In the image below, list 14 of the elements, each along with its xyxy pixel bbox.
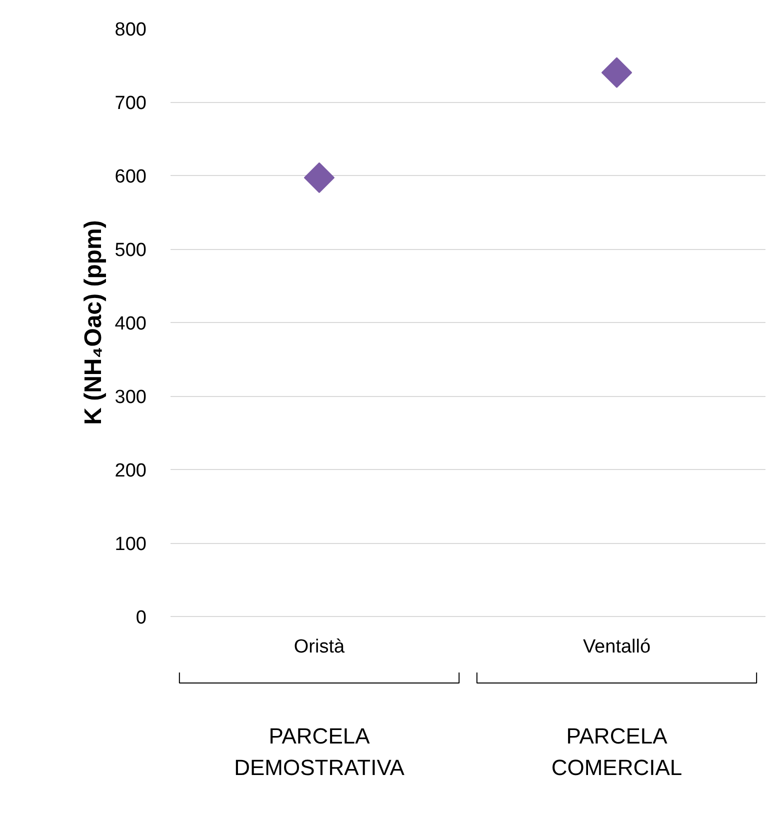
y-tick-label: 0 <box>136 608 147 628</box>
text: PARCELA DEMOSTRATIVA <box>234 724 405 780</box>
y-tick-label: 100 <box>114 534 146 555</box>
y-tick-label: 800 <box>114 20 146 40</box>
y-tick-label: 400 <box>114 314 146 334</box>
y-tick-label: 200 <box>114 460 146 482</box>
y-tick-label: 700 <box>114 93 146 114</box>
y-tick-label: 300 <box>114 387 146 408</box>
text: PARCELA COMERCIAL <box>551 724 682 780</box>
x-tick-label: Oristà <box>294 636 346 658</box>
y-tick-label: 500 <box>114 240 146 261</box>
y-tick-label: 600 <box>114 166 146 188</box>
x-tick-label: Ventalló <box>582 636 651 658</box>
y-axis-title: K (NH₄Oac) (ppm) <box>80 220 107 425</box>
